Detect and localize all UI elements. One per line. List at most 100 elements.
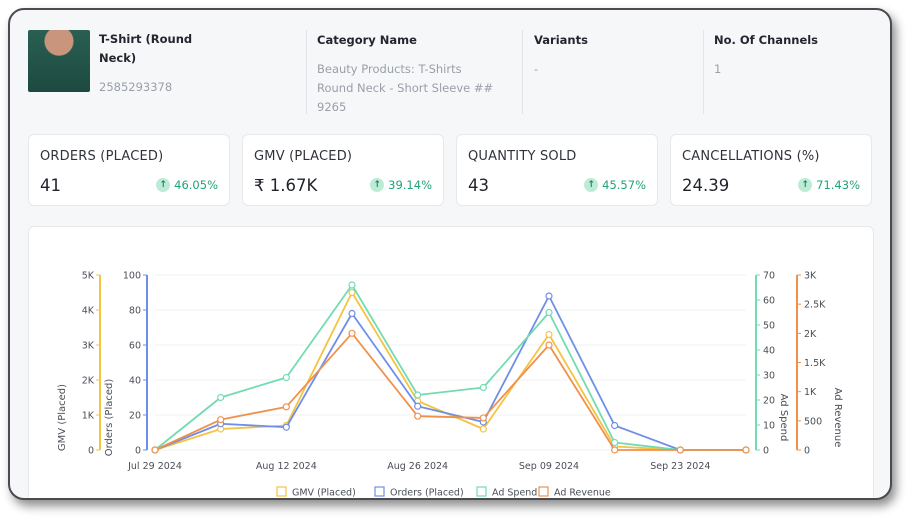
orders-tick-label: 20 [129,411,141,422]
ad_revenue-tick-label: 3K [804,271,817,282]
ad_revenue-tick-label: 0 [804,446,810,457]
variants-value: - [534,62,539,76]
ad_revenue-tick-label: 500 [804,416,822,427]
ad_revenue-legend-swatch [538,486,549,497]
ad_revenue-tick-label: 1.5K [804,358,826,369]
channels-value: 1 [714,62,722,76]
ad_spend-legend-swatch [476,486,487,497]
ad_spend-tick-label: 30 [763,371,775,382]
category-line: Round Neck - Short Sleeve ## [317,81,494,95]
ad_spend-data-point [611,438,619,447]
kpi-label: ORDERS (PLACED) [40,149,164,164]
orders-tick-label: 40 [129,376,141,387]
category-line: 9265 [317,100,347,114]
ad_spend-data-point [348,281,356,289]
gmv-tick-label: 0 [88,446,94,457]
gmv-data-point [545,330,553,339]
product-name: T-Shirt (Round Neck) [99,32,193,65]
kpi-value: ₹ 1.67K [254,176,318,195]
orders-data-point [545,292,553,300]
ad_revenue-tick-label: 2K [804,329,817,340]
ad_revenue-data-point [479,414,487,422]
kpi-change: ↑ 39.14% [370,178,432,192]
ad_spend-data-point [217,393,225,402]
ad_spend-data-point [282,373,290,382]
ad_spend-legend-label: Ad Spend [492,488,537,499]
kpi-card-quantity[interactable]: QUANTITY SOLD 43 ↑ 45.57% [456,134,658,206]
ad_revenue-data-point [348,329,356,337]
ad_spend-tick-label: 70 [763,271,775,282]
divider [703,30,704,114]
ad_spend-data-point [414,391,422,399]
ad_spend-axis-title: Ad Spend [778,394,789,442]
arrow-up-icon: ↑ [798,178,813,192]
ad_revenue-legend-label: Ad Revenue [554,488,611,499]
gmv-legend-label: GMV (Placed) [292,488,356,499]
kpi-change: ↑ 45.57% [584,178,646,192]
gmv-series-line [154,291,746,451]
ad_revenue-data-point [217,416,225,424]
ad_revenue-data-point [282,403,290,411]
x-tick-label: Sep 23 2024 [650,461,710,472]
ad_spend-tick-label: 50 [763,321,775,332]
kpi-label: GMV (PLACED) [254,149,353,164]
orders-data-point [282,423,290,431]
gmv-tick-label: 3K [82,341,95,352]
ad_revenue-tick-label: 1K [804,387,817,398]
ad_spend-tick-label: 40 [763,346,775,357]
kpi-card-orders[interactable]: ORDERS (PLACED) 41 ↑ 46.05% [28,134,230,206]
gmv-tick-label: 1K [82,411,95,422]
ad_spend-tick-label: 60 [763,296,775,307]
gmv-data-point [479,425,487,433]
gmv-legend-swatch [276,486,287,497]
x-tick-label: Sep 09 2024 [519,461,579,472]
kpi-value: 43 [468,176,489,195]
ad_revenue-axis-title: Ad Revenue [832,388,843,448]
category-value: Beauty Products: T-Shirts Round Neck - S… [317,60,493,117]
ad_revenue-series-line [154,332,746,451]
x-tick-label: Aug 26 2024 [387,461,448,472]
ad_revenue-data-point [414,412,422,420]
arrow-up-icon: ↑ [584,178,599,192]
product-thumbnail[interactable] [28,30,90,92]
divider [522,30,523,114]
product-id: 2585293378 [99,80,173,94]
orders-series-line [154,295,746,451]
x-tick-label: Aug 12 2024 [256,461,317,472]
arrow-up-icon: ↑ [156,178,171,192]
ad_spend-tick-label: 20 [763,396,775,407]
kpi-change: ↑ 46.05% [156,178,218,192]
orders-data-point [348,309,356,318]
gmv-data-point [348,288,356,297]
kpi-change-value: 71.43% [816,178,860,192]
kpi-value: 24.39 [682,176,730,195]
ad_revenue-data-point [676,446,684,454]
category-line: Beauty Products: T-Shirts [317,62,462,76]
kpi-value: 41 [40,176,61,195]
gmv-tick-label: 4K [82,306,95,317]
ad_spend-tick-label: 0 [763,446,769,457]
gmv-tick-label: 2K [82,376,95,387]
gmv-axis-title: GMV (Placed) [57,384,68,451]
chart-card: 0 1K 2K 3K 4K 5K GMV (Placed) 0 20 40 60 80 100 Order… [28,226,874,499]
kpi-card-gmv[interactable]: GMV (PLACED) ₹ 1.67K ↑ 39.14% [242,134,444,206]
kpi-change: ↑ 71.43% [798,178,860,192]
ad_revenue-data-point [742,446,750,454]
product-info-row: T-Shirt (Round Neck) 2585293378 Category… [10,10,890,130]
orders-legend-label: Orders (Placed) [390,488,464,499]
channels-heading: No. Of Channels [714,33,819,47]
ad_spend-data-point [545,308,553,317]
ad_spend-series-line [154,284,746,451]
category-heading: Category Name [317,33,417,47]
divider [306,30,307,114]
kpi-card-cancellations[interactable]: CANCELLATIONS (%) 24.39 ↑ 71.43% [670,134,872,206]
ad_revenue-data-point [545,341,553,349]
orders-tick-label: 100 [123,271,141,282]
kpi-change-value: 39.14% [388,178,432,192]
x-tick-label: Jul 29 2024 [127,461,182,472]
product-dashboard: T-Shirt (Round Neck) 2585293378 Category… [8,8,892,500]
kpi-change-value: 46.05% [174,178,218,192]
orders-tick-label: 80 [129,306,141,317]
arrow-up-icon: ↑ [370,178,385,192]
